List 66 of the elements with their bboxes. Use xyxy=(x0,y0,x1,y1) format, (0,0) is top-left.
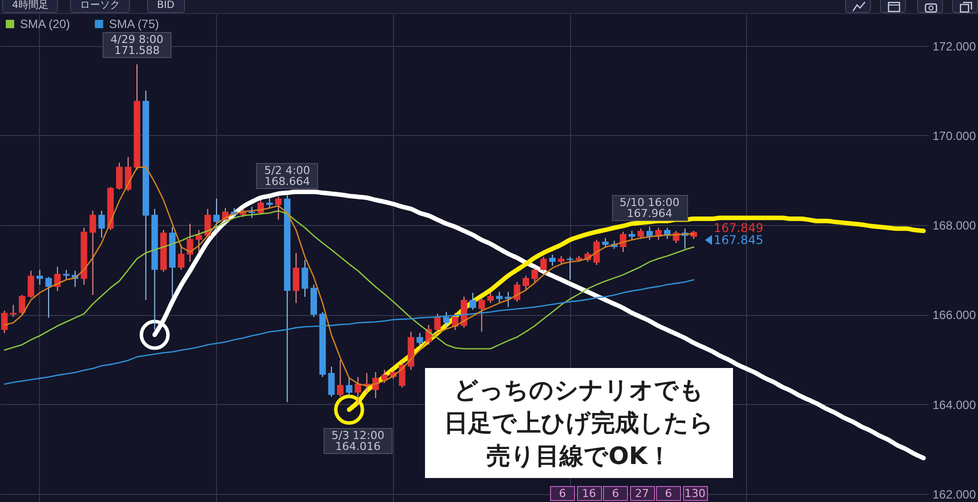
candlestick xyxy=(292,252,300,304)
toolbar-button: 4時間足 xyxy=(2,0,58,13)
candlestick xyxy=(28,270,34,298)
candlestick xyxy=(443,312,450,328)
candlestick xyxy=(478,297,485,332)
candlestick xyxy=(364,372,370,394)
candlestick xyxy=(566,256,574,280)
legend-label: SMA (20) xyxy=(20,17,70,31)
candlestick xyxy=(275,196,282,220)
annotation: 16 xyxy=(576,486,602,501)
y-tick-label: 170.000 xyxy=(932,128,976,143)
annotation: 5/3 12:00 164.016 xyxy=(323,428,392,454)
candlestick xyxy=(602,238,609,248)
toolbar-button: BID xyxy=(147,0,185,13)
candlestick xyxy=(487,291,494,304)
annotation: 売り目線でOK！ xyxy=(486,440,672,472)
candlestick xyxy=(45,276,52,318)
y-tick-label: 162.000 xyxy=(932,487,976,502)
candlestick xyxy=(337,359,344,398)
candlestick xyxy=(549,254,556,266)
annotation: 130 xyxy=(682,486,708,501)
candlestick xyxy=(522,275,530,291)
candlestick xyxy=(496,291,503,304)
annotation: 27 xyxy=(630,486,654,501)
annotation: どっちのシナリオでも xyxy=(454,374,704,406)
candlestick xyxy=(514,281,520,302)
candlestick xyxy=(90,210,96,296)
annotation: 6 xyxy=(550,486,575,501)
candlestick xyxy=(248,206,256,218)
y-tick-label: 168.000 xyxy=(932,218,976,233)
annotation: 5/2 4:00 168.664 xyxy=(256,163,318,190)
candlestick xyxy=(620,231,626,252)
y-tick-label: 172.000 xyxy=(932,39,976,54)
candlestick xyxy=(398,361,406,388)
candlestick xyxy=(98,210,105,238)
annotation: 4/29 8:00 171.588 xyxy=(102,32,172,58)
candlestick xyxy=(266,197,273,209)
annotation: 5/10 16:00 167.964 xyxy=(612,194,688,221)
annotation: 6 xyxy=(656,486,681,501)
candlestick xyxy=(531,267,538,282)
y-tick-label: 164.000 xyxy=(932,398,976,412)
candlestick xyxy=(434,313,441,332)
candlestick xyxy=(302,260,308,298)
y-tick-label: 166.000 xyxy=(932,308,976,322)
toolbar-button: ローソク xyxy=(70,0,130,13)
candlestick xyxy=(178,244,184,270)
candlestick xyxy=(1,310,8,334)
candlestick xyxy=(638,228,644,240)
annotation: 167.845 xyxy=(714,232,764,247)
candlestick xyxy=(540,256,547,272)
candlestick xyxy=(593,239,600,266)
candlestick xyxy=(36,269,44,286)
candlestick xyxy=(328,366,335,398)
candlestick xyxy=(196,229,202,252)
candlestick xyxy=(381,369,388,384)
candlestick xyxy=(416,332,424,348)
candlestick xyxy=(213,198,220,230)
annotation: 6 xyxy=(603,486,628,501)
candlestick xyxy=(346,377,352,398)
legend-label: SMA (75) xyxy=(109,17,160,31)
annotation: 167.849 xyxy=(714,220,764,235)
annotation: 日足で上ひげ完成したら xyxy=(444,408,714,438)
candlestick xyxy=(470,292,476,310)
candlestick xyxy=(18,294,26,314)
candlestick xyxy=(116,162,123,190)
candlestick xyxy=(354,376,362,404)
